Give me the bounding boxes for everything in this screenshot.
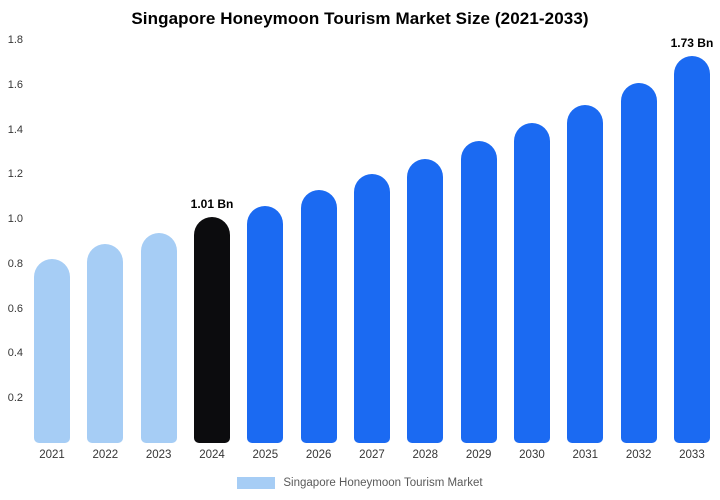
- y-tick-label: 0.2: [7, 392, 23, 405]
- x-tick-label-2022: 2022: [92, 449, 119, 461]
- x-tick-label-2030: 2030: [519, 449, 545, 461]
- legend-swatch: [237, 477, 276, 489]
- bar-column-2033: 1.73 Bn: [671, 36, 713, 443]
- y-tick-label: 1.0: [7, 213, 23, 226]
- y-tick-label: 0.6: [7, 302, 23, 315]
- bar-column-2032: [620, 40, 657, 443]
- y-tick-label: 0.8: [7, 257, 23, 270]
- y-tick-label: 0.4: [7, 347, 23, 360]
- bar-column-2029: [460, 40, 497, 443]
- bar-column-2030: [513, 40, 550, 443]
- bar-2027: [353, 174, 390, 443]
- bar-column-2028: [407, 40, 444, 443]
- bar-column-2026: [300, 40, 337, 443]
- x-axis: 2021 2022 2023 2024 2025 2026 2027 2028 2029 2030…: [34, 449, 710, 465]
- bar-value-label-2024: 1.01 Bn: [190, 196, 234, 211]
- bars-area: 1.01 Bn 1.73 Bn: [34, 36, 713, 443]
- bar-column-2031: [567, 40, 604, 443]
- legend: Singapore Honeymoon Tourism Market: [0, 475, 720, 491]
- bar-value-label-2033: 1.73 Bn: [670, 35, 714, 50]
- x-tick-label-2023: 2023: [145, 449, 172, 461]
- x-tick-label-2031: 2031: [572, 449, 599, 461]
- chart-title: Singapore Honeymoon Tourism Market Size …: [131, 9, 589, 28]
- y-axis: 1.8 1.6 1.4 1.2 1.0 0.8 0.6 0.4 0.2: [0, 34, 28, 443]
- x-tick-label-2025: 2025: [252, 449, 279, 461]
- bar-column-2024: 1.01 Bn: [191, 40, 233, 443]
- bar-column-2023: [140, 40, 177, 443]
- x-tick-label-2028: 2028: [412, 449, 439, 461]
- bar-2022: [87, 243, 124, 443]
- bar-2031: [567, 104, 604, 443]
- bar-2030: [513, 122, 550, 443]
- bar-2023: [140, 232, 177, 443]
- y-tick-label: 1.4: [7, 123, 23, 136]
- x-tick-label-2021: 2021: [39, 449, 65, 461]
- bar-2028: [407, 158, 444, 443]
- bar-column-2025: [247, 40, 284, 443]
- y-tick-label: 1.8: [7, 34, 23, 46]
- x-tick-label-2032: 2032: [625, 449, 652, 461]
- x-tick-label-2024: 2024: [199, 449, 225, 461]
- bar-2026: [300, 190, 337, 443]
- bar-2033: [673, 55, 710, 443]
- bar-column-2027: [353, 40, 390, 443]
- bar-2021: [34, 259, 70, 443]
- bar-column-2022: [87, 40, 124, 443]
- y-tick-label: 1.6: [7, 78, 23, 91]
- x-tick-label-2027: 2027: [359, 449, 385, 461]
- x-tick-label-2029: 2029: [465, 449, 492, 461]
- bar-2029: [460, 140, 497, 443]
- x-tick-label-2026: 2026: [305, 449, 332, 461]
- bar-column-2021: [34, 40, 70, 443]
- bar-2032: [620, 82, 657, 443]
- x-tick-label-2033: 2033: [679, 449, 705, 461]
- bar-2024: [193, 216, 230, 443]
- y-tick-label: 1.2: [7, 168, 23, 181]
- bar-2025: [247, 205, 284, 443]
- legend-label: Singapore Honeymoon Tourism Market: [283, 477, 483, 489]
